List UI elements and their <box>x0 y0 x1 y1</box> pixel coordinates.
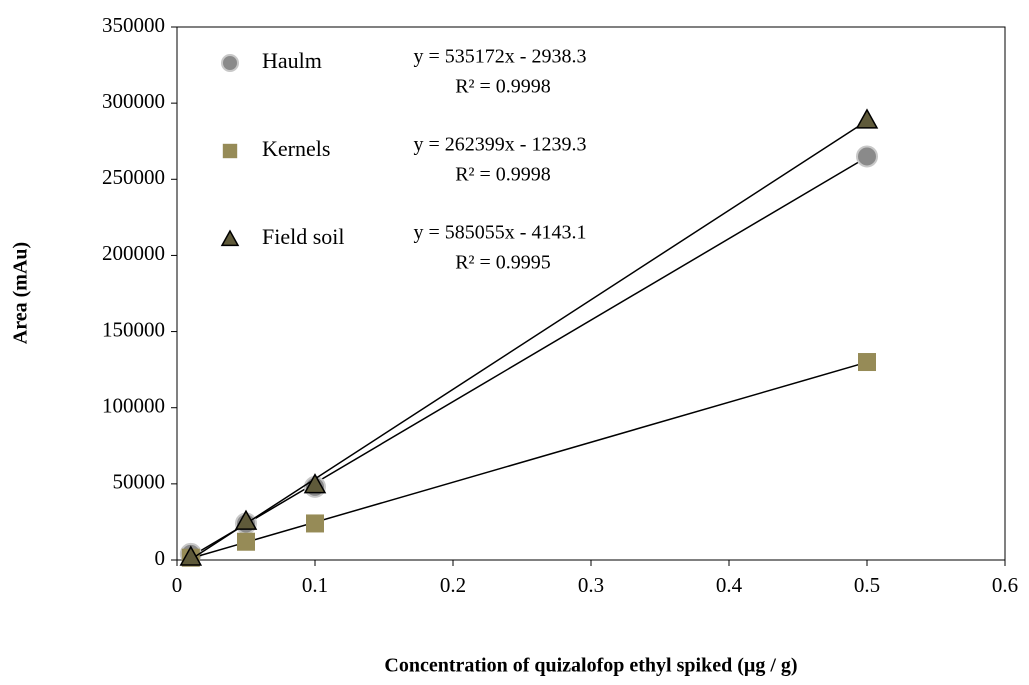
trendline <box>190 120 868 561</box>
trend-equation: y = 585055x - 4143.1 <box>414 222 587 244</box>
trend-equation: y = 535172x - 2938.3 <box>414 46 587 68</box>
data-point <box>179 545 203 566</box>
y-tick-label: 300000 <box>102 89 165 113</box>
y-tick-label: 0 <box>155 546 166 570</box>
y-tick-label: 200000 <box>102 241 165 265</box>
legend-label: Haulm <box>262 48 322 73</box>
y-axis-title: Area (mAu) <box>10 242 32 344</box>
legend-label: Kernels <box>262 136 330 161</box>
data-point <box>234 509 258 530</box>
trendline <box>190 156 868 558</box>
y-tick-label: 250000 <box>102 165 165 189</box>
y-tick-label: 100000 <box>102 394 165 418</box>
trendline <box>190 361 868 559</box>
x-tick-label: 0.4 <box>716 573 743 597</box>
legend-label: Field soil <box>262 224 345 249</box>
data-point <box>237 532 255 551</box>
x-tick-label: 0.5 <box>854 573 880 597</box>
legend-marker <box>220 229 240 247</box>
data-point <box>856 145 878 168</box>
x-tick-label: 0.3 <box>578 573 604 597</box>
data-point <box>855 108 879 129</box>
legend-marker <box>222 143 238 159</box>
x-tick-label: 0 <box>172 573 183 597</box>
trend-r-squared: R² = 0.9998 <box>455 164 551 186</box>
x-tick-label: 0.2 <box>440 573 466 597</box>
x-tick-label: 0.6 <box>992 573 1018 597</box>
y-tick-label: 350000 <box>102 13 165 37</box>
trend-equation: y = 262399x - 1239.3 <box>414 134 587 156</box>
data-point <box>858 353 876 372</box>
x-axis-title: Concentration of quizalofop ethyl spiked… <box>384 655 797 677</box>
y-tick-label: 50000 <box>113 470 166 494</box>
x-tick-label: 0.1 <box>302 573 328 597</box>
data-point <box>306 514 324 533</box>
plot-frame <box>176 26 1006 561</box>
trend-r-squared: R² = 0.9998 <box>455 76 551 98</box>
trend-r-squared: R² = 0.9995 <box>455 252 551 274</box>
legend-marker <box>221 54 239 72</box>
y-tick-label: 150000 <box>102 317 165 341</box>
data-point <box>303 473 327 494</box>
